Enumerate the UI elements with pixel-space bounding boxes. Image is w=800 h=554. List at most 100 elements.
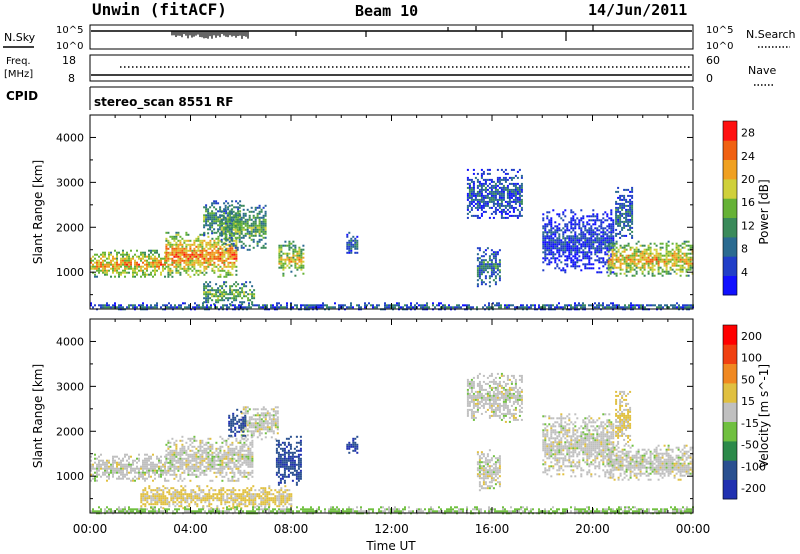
power-cell — [205, 297, 208, 300]
power-cell — [476, 259, 479, 262]
power-cell — [284, 260, 287, 263]
power-cell — [653, 248, 656, 251]
power-cell — [661, 268, 664, 271]
power-cell — [156, 302, 158, 305]
power-cell — [635, 246, 638, 249]
power-cell — [258, 230, 261, 233]
power-cell — [562, 245, 565, 248]
velocity-cell — [142, 469, 144, 472]
power-cell — [486, 247, 489, 250]
velocity-cell — [248, 424, 251, 427]
power-cell — [484, 180, 487, 183]
power-cell — [238, 240, 241, 243]
power-cell — [207, 293, 210, 296]
velocity-cell — [193, 451, 196, 454]
power-cell — [665, 266, 668, 269]
velocity-cell — [249, 463, 252, 466]
velocity-cell — [169, 455, 172, 458]
velocity-cell — [249, 443, 252, 446]
power-cell — [203, 297, 206, 300]
power-cell — [506, 304, 508, 307]
power-cell — [625, 254, 628, 257]
velocity-cell — [92, 465, 94, 468]
velocity-cell — [201, 441, 204, 444]
power-cell — [179, 243, 182, 246]
velocity-cell — [221, 445, 224, 448]
power-cell — [234, 236, 237, 239]
power-cell — [671, 258, 674, 261]
velocity-cell — [209, 447, 212, 450]
velocity-cell — [195, 463, 198, 466]
power-cell — [251, 285, 254, 288]
power-cell — [671, 256, 674, 259]
velocity-cell — [247, 449, 250, 452]
power-cell — [639, 266, 642, 269]
power-cell — [181, 245, 184, 248]
power-cell — [562, 253, 565, 256]
power-cell — [243, 291, 246, 294]
power-cell — [223, 210, 226, 213]
power-cell — [193, 255, 196, 258]
power-cell — [677, 252, 680, 255]
velocity-cell — [175, 461, 178, 464]
power-cell — [635, 272, 638, 275]
velocity-cell — [189, 453, 192, 456]
power-cell — [188, 304, 190, 307]
power-cell — [506, 188, 509, 191]
power-cell — [164, 251, 166, 254]
power-cell — [140, 275, 142, 278]
power-cell — [177, 249, 180, 252]
power-cell — [488, 178, 491, 181]
power-cell — [203, 232, 206, 235]
power-cell — [494, 255, 497, 258]
velocity-cell — [213, 463, 216, 466]
power-cell — [170, 306, 172, 309]
power-cell — [108, 269, 110, 272]
velocity-cell — [152, 479, 154, 482]
power-cell — [629, 224, 632, 227]
velocity-cell — [152, 463, 154, 466]
power-cell — [187, 267, 190, 270]
power-cell — [244, 224, 247, 227]
power-cell — [215, 243, 218, 246]
power-cell — [173, 261, 176, 264]
power-cell — [490, 271, 493, 274]
velocity-cell — [156, 465, 158, 468]
power-cell — [486, 168, 489, 171]
power-cell — [199, 265, 202, 268]
power-cell — [126, 261, 128, 264]
power-cell — [466, 198, 469, 201]
power-cell — [558, 235, 561, 238]
power-cell — [564, 271, 567, 274]
power-cell — [629, 218, 632, 221]
power-cell — [610, 223, 613, 226]
power-cell — [512, 182, 515, 185]
velocity-cell — [195, 439, 198, 442]
power-cell — [492, 271, 495, 274]
velocity-cell — [112, 463, 114, 466]
power-cell — [616, 304, 618, 307]
power-cell — [310, 304, 312, 307]
velocity-cell — [203, 449, 206, 452]
power-cell — [659, 256, 662, 259]
power-cell — [588, 227, 591, 230]
velocity-cell — [239, 449, 242, 452]
power-cell — [580, 227, 583, 230]
power-cell — [234, 226, 237, 229]
power-cell — [478, 275, 481, 278]
velocity-cell — [132, 469, 134, 472]
velocity-cell — [140, 467, 142, 470]
power-cell — [635, 258, 638, 261]
velocity-cell — [181, 443, 184, 446]
power-cell — [171, 263, 174, 266]
power-cell — [223, 275, 226, 278]
power-cell — [675, 264, 678, 267]
power-cell — [651, 268, 654, 271]
velocity-cell — [205, 453, 208, 456]
power-cell — [560, 217, 563, 220]
power-cell — [221, 267, 224, 270]
power-cell — [197, 259, 200, 262]
power-cell — [202, 304, 204, 307]
velocity-cell — [251, 453, 254, 456]
power-cell — [203, 273, 206, 276]
